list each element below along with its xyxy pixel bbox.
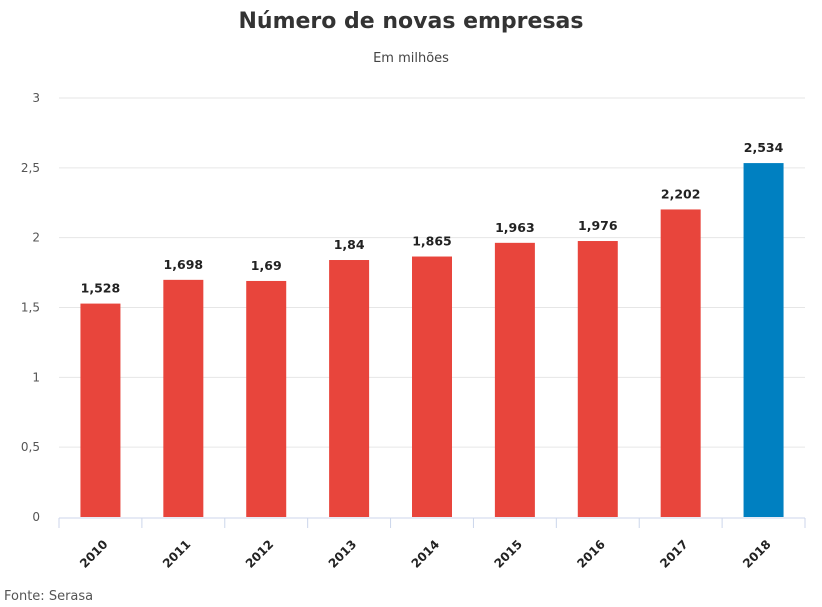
data-label: 1,69: [251, 258, 282, 273]
data-label: 1,865: [412, 234, 452, 249]
chart-title: Número de novas empresas: [239, 9, 584, 34]
data-label: 1,976: [578, 218, 618, 233]
x-tick-label: 2010: [77, 537, 111, 571]
bar-2016: [577, 241, 618, 517]
bar-2015: [494, 242, 535, 517]
data-label: 2,534: [744, 140, 784, 155]
data-label: 1,84: [334, 237, 365, 252]
source-note: Fonte: Serasa: [4, 589, 93, 604]
y-tick-label: 1,5: [21, 301, 40, 315]
data-label: 1,963: [495, 220, 535, 235]
bar-2012: [246, 280, 287, 517]
data-label: 2,202: [661, 186, 701, 201]
chart-subtitle: Em milhões: [373, 51, 449, 66]
x-tick-label: 2017: [657, 537, 691, 571]
data-label: 1,528: [81, 281, 121, 296]
bar-2013: [329, 260, 370, 517]
bar-2010: [80, 303, 121, 517]
bar-2011: [163, 279, 204, 517]
bar-2014: [412, 256, 452, 517]
data-label: 1,698: [164, 257, 204, 272]
y-tick-label: 3: [32, 91, 40, 105]
x-tick-label: 2013: [326, 537, 360, 571]
bar-2018: [743, 163, 784, 518]
bar-2017: [660, 209, 701, 518]
x-tick-label: 2015: [491, 537, 525, 571]
x-tick-label: 2016: [574, 537, 608, 571]
x-tick-label: 2014: [409, 537, 443, 571]
y-tick-label: 1: [32, 370, 40, 384]
y-tick-label: 0,5: [21, 440, 40, 454]
y-tick-label: 0: [32, 510, 40, 524]
y-tick-label: 2,5: [21, 161, 40, 175]
x-tick-label: 2012: [243, 537, 277, 571]
x-tick-label: 2011: [160, 537, 194, 571]
y-tick-label: 2: [32, 231, 40, 245]
x-tick-label: 2018: [740, 537, 774, 571]
